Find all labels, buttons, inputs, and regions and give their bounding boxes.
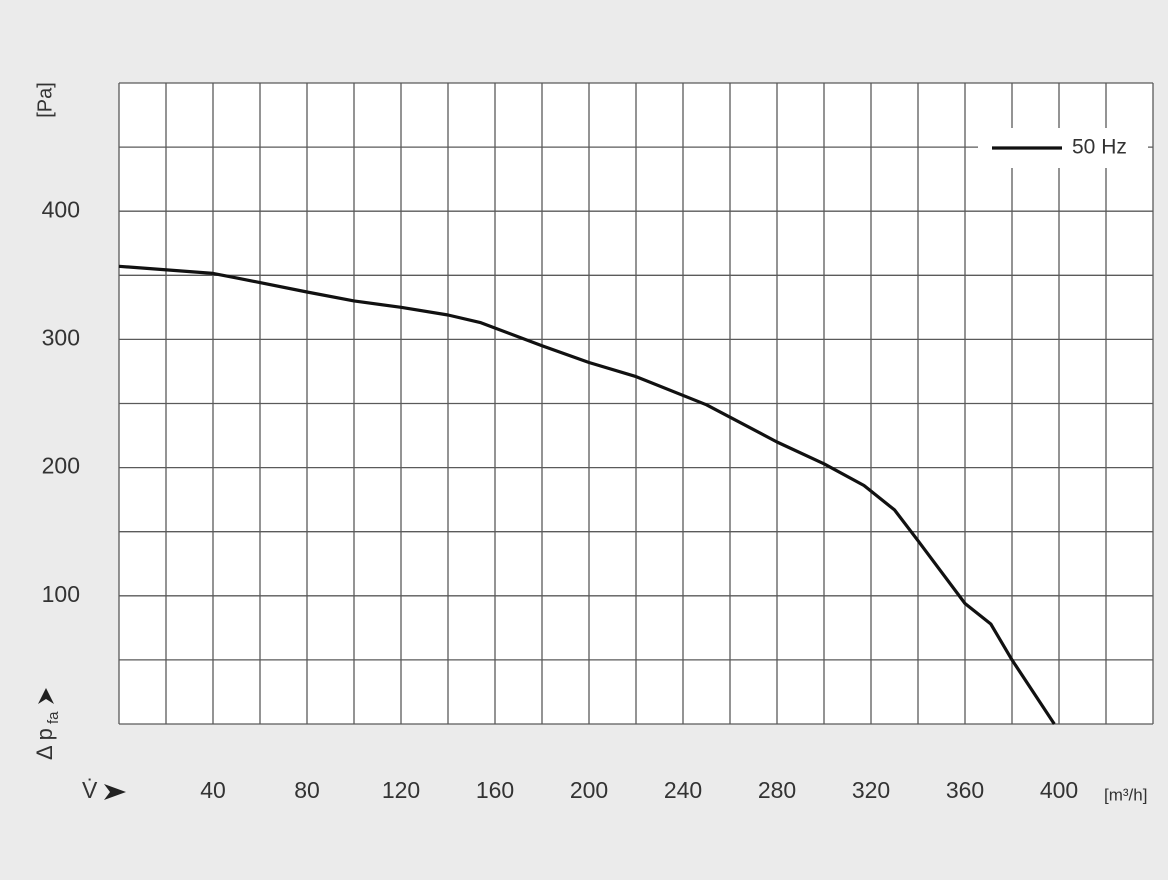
y-tick-label: 400	[42, 196, 80, 222]
y-unit: [Pa]	[34, 82, 56, 118]
series-line	[118, 264, 1056, 725]
x-tick-label: 400	[1040, 777, 1078, 803]
x-tick-label: 120	[382, 777, 420, 803]
y-symbol-sub: fa	[45, 711, 62, 724]
x-tick-label: 80	[294, 777, 320, 803]
x-tick-label: 320	[852, 777, 890, 803]
legend-label: 50 Hz	[1072, 136, 1127, 159]
x-tick-label: 360	[946, 777, 984, 803]
x-arrow	[104, 784, 126, 800]
x-tick-label: 40	[200, 777, 226, 803]
x-tick-label: 200	[570, 777, 608, 803]
x-tick-label: 160	[476, 777, 514, 803]
y-symbol: Δ p	[32, 728, 57, 760]
y-symbol-group: Δ p fa	[32, 688, 62, 760]
x-unit: [m³/h]	[1104, 785, 1147, 804]
x-tick-label: 240	[664, 777, 702, 803]
x-symbol: V̇	[82, 777, 98, 803]
y-tick-label: 300	[42, 324, 80, 350]
x-tick-label: 280	[758, 777, 796, 803]
y-arrow	[38, 688, 54, 704]
y-tick-label: 200	[42, 453, 80, 479]
y-tick-label: 100	[42, 581, 80, 607]
